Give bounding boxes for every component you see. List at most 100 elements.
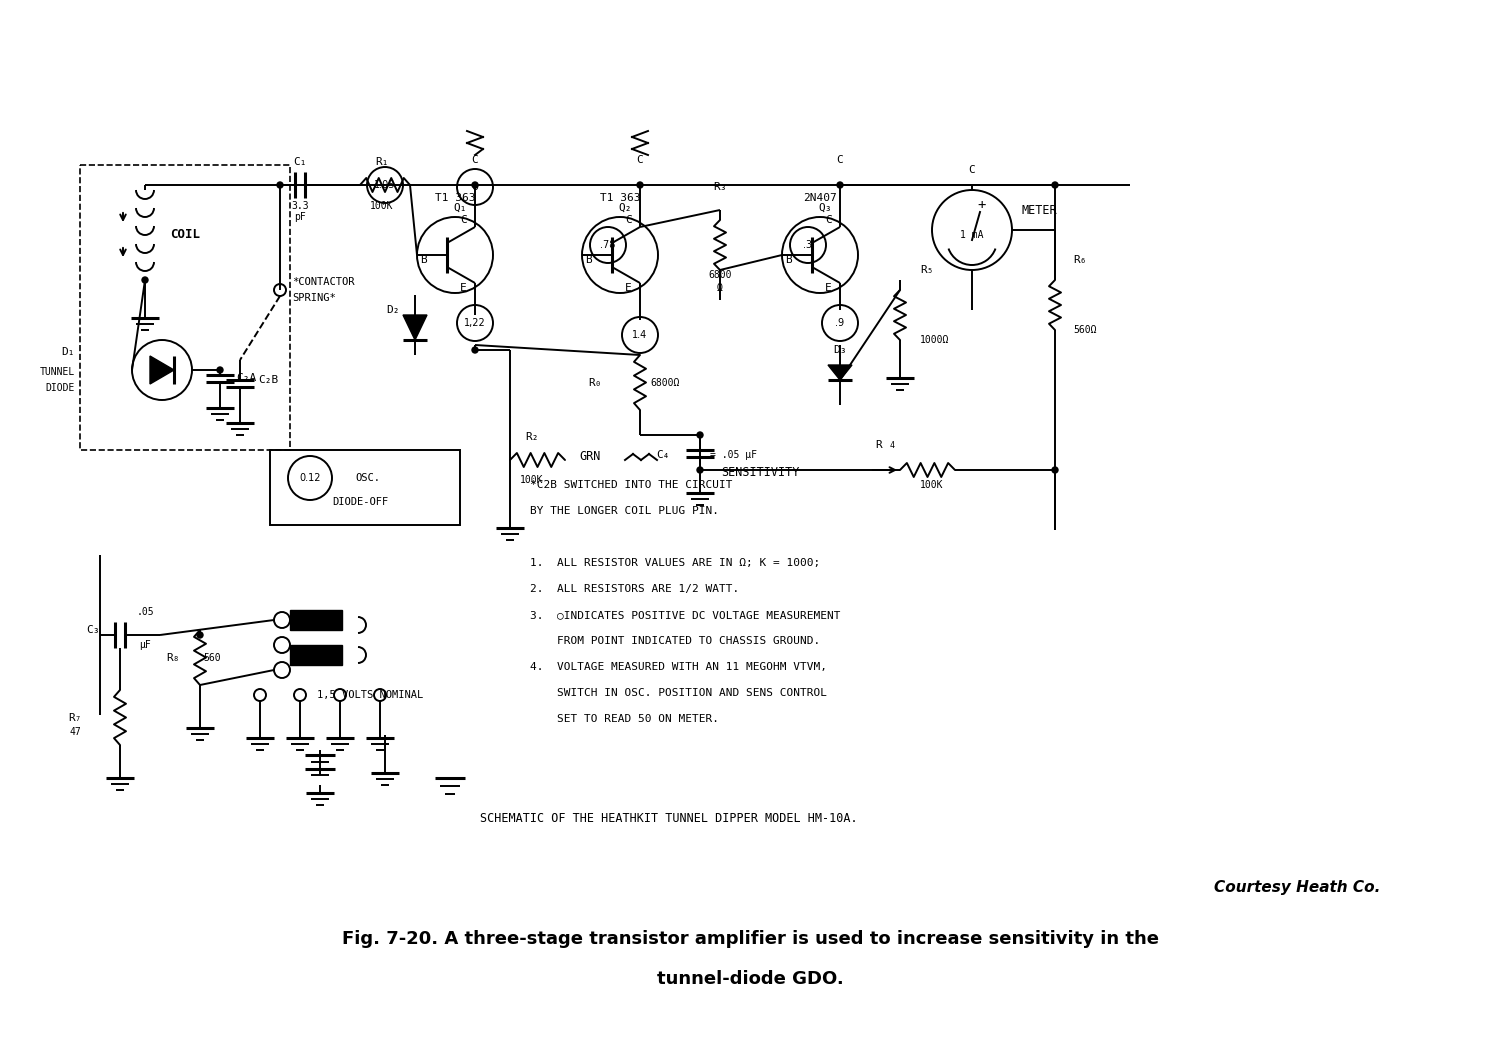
Text: 3.  ○INDICATES POSITIVE DC VOLTAGE MEASUREMENT: 3. ○INDICATES POSITIVE DC VOLTAGE MEASUR…	[530, 610, 840, 620]
Circle shape	[698, 467, 703, 473]
Text: 100K: 100K	[920, 480, 944, 490]
Text: .9: .9	[836, 318, 844, 328]
Polygon shape	[150, 356, 174, 384]
Text: R₂: R₂	[525, 432, 538, 442]
Circle shape	[196, 632, 202, 638]
Bar	[270, 450, 460, 525]
Text: C: C	[471, 155, 478, 165]
Text: 1000Ω: 1000Ω	[920, 335, 950, 344]
Text: R₈: R₈	[166, 653, 180, 662]
Text: 560: 560	[202, 653, 220, 662]
Circle shape	[278, 182, 284, 188]
Text: E: E	[460, 283, 466, 293]
Text: Q₁: Q₁	[453, 204, 466, 213]
Text: R₇: R₇	[69, 713, 81, 723]
Text: 4.  VOLTAGE MEASURED WITH AN 11 MEGOHM VTVM,: 4. VOLTAGE MEASURED WITH AN 11 MEGOHM VT…	[530, 662, 827, 672]
Text: *C2B SWITCHED INTO THE CIRCUIT: *C2B SWITCHED INTO THE CIRCUIT	[530, 480, 732, 490]
Text: 1.  ALL RESISTOR VALUES ARE IN Ω; K = 1000;: 1. ALL RESISTOR VALUES ARE IN Ω; K = 100…	[530, 558, 821, 568]
Text: DIODE-OFF: DIODE-OFF	[332, 497, 388, 507]
Text: D₂: D₂	[387, 305, 400, 315]
Text: 0.12: 0.12	[298, 473, 321, 483]
Text: 1,22: 1,22	[464, 318, 486, 328]
Circle shape	[142, 277, 148, 283]
Text: +: +	[978, 198, 986, 212]
Circle shape	[1052, 182, 1058, 188]
Circle shape	[472, 347, 478, 353]
Text: SWITCH IN OSC. POSITION AND SENS CONTROL: SWITCH IN OSC. POSITION AND SENS CONTROL	[530, 688, 827, 697]
Text: = .05 μF: = .05 μF	[710, 450, 758, 460]
Text: B: B	[585, 255, 592, 265]
Text: SENSITIVITY: SENSITIVITY	[722, 466, 800, 479]
Text: R₀: R₀	[588, 378, 602, 388]
Circle shape	[1052, 467, 1058, 473]
Text: TUNNEL: TUNNEL	[39, 367, 75, 377]
Text: 47: 47	[69, 727, 81, 737]
Text: tunnel-diode GDO.: tunnel-diode GDO.	[657, 970, 843, 988]
Text: C: C	[636, 155, 644, 165]
Text: C₃: C₃	[87, 625, 100, 635]
Text: C: C	[825, 215, 831, 225]
Text: 1 mA: 1 mA	[960, 230, 984, 240]
Text: T1 363: T1 363	[600, 193, 640, 204]
Text: SET TO READ 50 ON METER.: SET TO READ 50 ON METER.	[530, 714, 718, 724]
Text: R: R	[876, 440, 882, 450]
Text: R₃: R₃	[714, 182, 726, 192]
Text: .05: .05	[136, 607, 154, 617]
Text: 2.  ALL RESISTORS ARE 1/2 WATT.: 2. ALL RESISTORS ARE 1/2 WATT.	[530, 584, 740, 594]
Text: C₂A: C₂A	[236, 373, 256, 383]
Text: GRN: GRN	[579, 450, 600, 463]
Text: Fig. 7-20. A three-stage transistor amplifier is used to increase sensitivity in: Fig. 7-20. A three-stage transistor ampl…	[342, 930, 1158, 948]
Text: E: E	[626, 283, 632, 293]
Text: FROM POINT INDICATED TO CHASSIS GROUND.: FROM POINT INDICATED TO CHASSIS GROUND.	[530, 636, 821, 646]
Text: *CONTACTOR: *CONTACTOR	[292, 277, 354, 287]
Text: Courtesy Heath Co.: Courtesy Heath Co.	[1214, 880, 1380, 895]
Text: E: E	[825, 283, 831, 293]
Text: C₄: C₄	[657, 450, 670, 460]
Text: C: C	[969, 165, 975, 175]
Text: C: C	[626, 215, 632, 225]
Text: R₁: R₁	[375, 157, 388, 167]
Text: 6800: 6800	[708, 270, 732, 280]
Text: T1 363: T1 363	[435, 193, 476, 204]
Circle shape	[472, 182, 478, 188]
Text: Ω: Ω	[717, 283, 723, 293]
Text: D₁: D₁	[62, 347, 75, 357]
Text: C₁: C₁	[294, 157, 306, 167]
Text: C: C	[460, 215, 466, 225]
Text: 1,5 VOLTS NOMINAL: 1,5 VOLTS NOMINAL	[316, 690, 423, 700]
Polygon shape	[404, 315, 427, 340]
Text: BY THE LONGER COIL PLUG PIN.: BY THE LONGER COIL PLUG PIN.	[530, 506, 718, 516]
Text: C₂B: C₂B	[258, 375, 279, 385]
Text: R₅: R₅	[920, 265, 933, 275]
Text: OSC.: OSC.	[356, 473, 380, 483]
Polygon shape	[828, 365, 852, 379]
Text: D₃: D₃	[834, 344, 846, 355]
Text: 1.05: 1.05	[375, 180, 396, 190]
Text: SCHEMATIC OF THE HEATHKIT TUNNEL DIPPER MODEL HM-10A.: SCHEMATIC OF THE HEATHKIT TUNNEL DIPPER …	[480, 812, 858, 825]
Text: .78: .78	[600, 240, 615, 250]
Text: 6800Ω: 6800Ω	[650, 378, 680, 388]
Text: METER: METER	[1022, 204, 1058, 216]
Text: pF: pF	[294, 212, 306, 222]
Text: 4: 4	[890, 441, 896, 450]
Text: 3.3: 3.3	[291, 201, 309, 211]
Text: COIL: COIL	[170, 229, 200, 242]
Text: μF: μF	[140, 640, 152, 650]
Text: B: B	[420, 255, 428, 265]
Text: Q₃: Q₃	[819, 204, 831, 213]
Text: R₆: R₆	[1072, 255, 1086, 265]
Text: 1.4: 1.4	[633, 330, 648, 340]
Circle shape	[638, 182, 644, 188]
Text: Q₂: Q₂	[618, 204, 632, 213]
Text: DIODE: DIODE	[45, 383, 75, 393]
Text: 100K: 100K	[520, 475, 543, 485]
Text: 560Ω: 560Ω	[1072, 325, 1096, 335]
Bar	[290, 610, 342, 630]
Text: 100K: 100K	[370, 201, 393, 211]
Circle shape	[837, 182, 843, 188]
Bar	[80, 165, 290, 451]
Text: SPRING*: SPRING*	[292, 293, 336, 303]
Circle shape	[698, 432, 703, 438]
Text: B: B	[786, 255, 792, 265]
Text: C: C	[837, 155, 843, 165]
